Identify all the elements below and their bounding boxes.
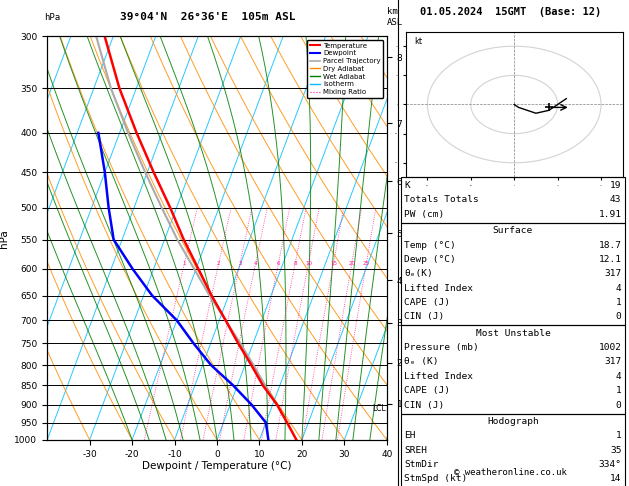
Text: CAPE (J): CAPE (J) [404, 386, 450, 395]
Text: CAPE (J): CAPE (J) [404, 298, 450, 307]
Text: Totals Totals: Totals Totals [404, 195, 479, 205]
Text: 10: 10 [305, 260, 312, 265]
Legend: Temperature, Dewpoint, Parcel Trajectory, Dry Adiabat, Wet Adiabat, Isotherm, Mi: Temperature, Dewpoint, Parcel Trajectory… [307, 40, 383, 98]
Text: 334°: 334° [598, 460, 621, 469]
Text: StmDir: StmDir [404, 460, 439, 469]
Text: Pressure (mb): Pressure (mb) [404, 343, 479, 352]
Text: 0: 0 [616, 400, 621, 410]
Text: θₑ (K): θₑ (K) [404, 358, 439, 366]
Text: © weatheronline.co.uk: © weatheronline.co.uk [454, 468, 567, 477]
Text: K: K [404, 181, 410, 190]
Text: kt: kt [415, 37, 423, 47]
X-axis label: Dewpoint / Temperature (°C): Dewpoint / Temperature (°C) [142, 461, 292, 471]
Y-axis label: hPa: hPa [0, 229, 9, 247]
Text: 19: 19 [610, 181, 621, 190]
Text: 1: 1 [616, 298, 621, 307]
Text: 4: 4 [616, 284, 621, 293]
Text: Most Unstable: Most Unstable [476, 329, 550, 338]
Text: Dewp (°C): Dewp (°C) [404, 255, 456, 264]
Text: CIN (J): CIN (J) [404, 400, 445, 410]
Text: 1002: 1002 [598, 343, 621, 352]
Text: SREH: SREH [404, 446, 428, 455]
Text: 317: 317 [604, 358, 621, 366]
Text: 01.05.2024  15GMT  (Base: 12): 01.05.2024 15GMT (Base: 12) [420, 7, 601, 17]
Text: θₑ(K): θₑ(K) [404, 269, 433, 278]
Text: CIN (J): CIN (J) [404, 312, 445, 321]
Text: 43: 43 [610, 195, 621, 205]
Text: Surface: Surface [493, 226, 533, 235]
Text: 1: 1 [616, 386, 621, 395]
Text: 2: 2 [217, 260, 221, 265]
Text: 14: 14 [610, 474, 621, 484]
Text: 4: 4 [616, 372, 621, 381]
Text: 39°04'N  26°36'E  105m ASL: 39°04'N 26°36'E 105m ASL [120, 12, 296, 22]
Text: 20: 20 [348, 260, 355, 265]
Text: km
ASL: km ASL [387, 7, 403, 27]
Text: 18.7: 18.7 [598, 241, 621, 250]
Text: Hodograph: Hodograph [487, 417, 539, 426]
Text: 12.1: 12.1 [598, 255, 621, 264]
Text: 317: 317 [604, 269, 621, 278]
Text: 3: 3 [238, 260, 242, 265]
Text: 6: 6 [277, 260, 280, 265]
Text: Temp (°C): Temp (°C) [404, 241, 456, 250]
Text: LCL: LCL [372, 404, 386, 413]
Text: 35: 35 [610, 446, 621, 455]
Text: 8: 8 [294, 260, 297, 265]
Text: 1: 1 [183, 260, 186, 265]
Text: 1: 1 [616, 432, 621, 440]
Text: StmSpd (kt): StmSpd (kt) [404, 474, 468, 484]
Text: 25: 25 [363, 260, 370, 265]
Text: EH: EH [404, 432, 416, 440]
Y-axis label: km
ASL: km ASL [406, 49, 423, 68]
Text: 1.91: 1.91 [598, 210, 621, 219]
Text: 15: 15 [330, 260, 337, 265]
Text: Lifted Index: Lifted Index [404, 372, 474, 381]
Text: hPa: hPa [44, 13, 60, 21]
Text: Lifted Index: Lifted Index [404, 284, 474, 293]
Text: PW (cm): PW (cm) [404, 210, 445, 219]
Text: 0: 0 [616, 312, 621, 321]
Text: 4: 4 [254, 260, 257, 265]
